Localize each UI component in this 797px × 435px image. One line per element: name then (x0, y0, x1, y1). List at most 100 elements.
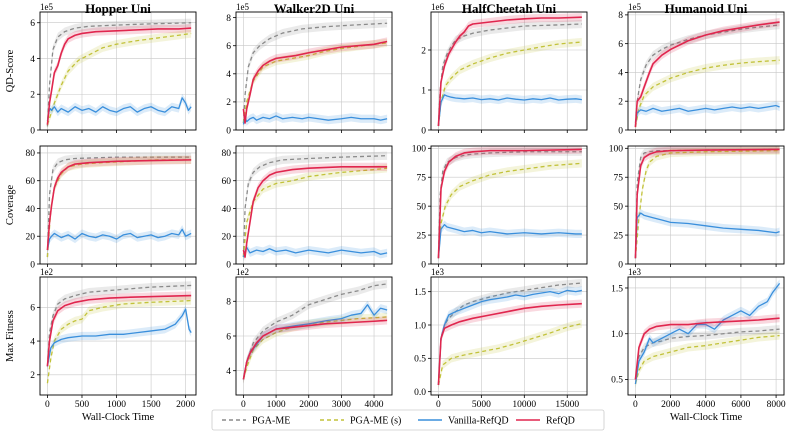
subplot-title: Humanoid Uni (665, 1, 748, 16)
y-tick-label: 40 (26, 205, 36, 215)
vanilla_refqd-band (47, 93, 192, 126)
refqd-band (438, 146, 582, 263)
refqd-band (243, 316, 388, 384)
axes-frame (430, 276, 588, 396)
x-tick-label: 2000 (299, 400, 318, 410)
vanilla_refqd-line (437, 94, 582, 127)
pga_me_s-line (46, 32, 192, 125)
refqd-line (437, 148, 582, 259)
y-tick-label: 0 (618, 126, 623, 136)
y-tick-label: 0 (226, 260, 231, 270)
y-tick-label: 75 (417, 174, 427, 184)
refqd-line (437, 16, 582, 127)
refqd-band (243, 37, 388, 128)
y-tick-label: 6 (226, 42, 231, 52)
series-group (46, 18, 192, 130)
legend-label: PGA-ME (252, 416, 290, 427)
pga_me-line (46, 156, 192, 258)
y-axis-label: Max Fitness (5, 310, 16, 362)
vanilla_refqd-line (242, 115, 388, 125)
pga_me-line (634, 24, 780, 123)
vanilla_refqd-line (242, 304, 388, 380)
y-axis-label: QD-Score (5, 49, 16, 92)
y-tick-label: 4 (226, 70, 231, 80)
y-tick-label: 80 (26, 149, 36, 159)
y-tick-label: 8 (226, 298, 231, 308)
axis-exponent: 1e6 (431, 2, 444, 12)
y-tick-label: 100 (609, 145, 624, 155)
axis-exponent: 1e3 (431, 267, 444, 277)
subplot-5: 0 20 40 60 80 Coverage (5, 145, 197, 270)
y-tick-label: 1.0 (611, 330, 623, 340)
axes-frame (235, 11, 393, 131)
vanilla_refqd-band (438, 90, 582, 130)
x-tick-label: 0 (241, 400, 246, 410)
vanilla_refqd-line (634, 104, 780, 126)
refqd-line (634, 317, 780, 380)
pga_me-band (47, 152, 192, 262)
pga_me_s-band (243, 164, 388, 262)
vanilla_refqd-line (437, 289, 582, 386)
axis-exponent: 1e5 (40, 2, 53, 12)
legend-label: PGA-ME (s) (350, 416, 401, 427)
y-tick-label: 0 (30, 260, 35, 270)
series-group (242, 279, 388, 384)
y-tick-label: 8 (618, 11, 623, 21)
y-tick-label: 0 (226, 126, 231, 136)
legend-box (211, 409, 605, 431)
y-tick-label: 0 (421, 260, 426, 270)
pga_me-band (243, 279, 388, 384)
pga_me_s-line (634, 334, 780, 385)
vanilla_refqd-band (47, 304, 192, 371)
y-tick-label: 0 (30, 126, 35, 136)
subplot-11: 0500010000150000.00.51.01.51e3Wall-Clock… (414, 267, 588, 423)
y-tick-label: 2 (30, 371, 35, 381)
x-axis-label: Wall-Clock Time (670, 412, 743, 423)
refqd-line (634, 148, 780, 259)
y-tick-label: 50 (614, 202, 624, 212)
pga_me_s-line (634, 149, 780, 259)
pga_me-line (242, 22, 388, 124)
y-tick-label: 0.0 (414, 388, 426, 398)
x-tick-label: 4000 (696, 400, 715, 410)
y-tick-label: 4 (618, 69, 623, 79)
series-group (634, 146, 780, 263)
series-group (46, 152, 192, 262)
series-group (46, 281, 192, 388)
y-tick-label: 1.5 (611, 284, 623, 294)
pga_me_s-band (635, 56, 780, 130)
subplot-9: 0 500 1000 1500 2000 2 4 6 1e2 Wall-Clock Time Max… (5, 267, 197, 423)
pga_me_s-band (438, 37, 582, 130)
y-tick-label: 0 (618, 260, 623, 270)
subplot-7: 0 25 50 75 100 (412, 145, 588, 270)
y-tick-label: 4 (30, 55, 35, 65)
legend-item-vanilla_refqd: Vanilla-RefQD (418, 416, 509, 427)
refqd-band (635, 314, 780, 384)
refqd-band (635, 17, 780, 130)
y-tick-label: 2 (226, 98, 231, 108)
pga_me-band (635, 20, 780, 127)
x-tick-label: 15000 (555, 400, 579, 410)
vanilla_refqd-line (634, 212, 780, 259)
pga_me-line (46, 284, 192, 367)
x-tick-label: 5000 (472, 400, 491, 410)
legend-label: RefQD (546, 416, 575, 427)
series-group (242, 19, 388, 129)
refqd-band (47, 291, 192, 371)
y-tick-label: 60 (26, 177, 36, 187)
refqd-line (634, 21, 780, 128)
pga_me_s-line (437, 41, 582, 127)
pga_me-line (437, 282, 582, 386)
axes-frame (39, 276, 197, 396)
series-group (437, 13, 582, 130)
subplot-1: 0 2 4 6 1e5 Hopper Uni QD-Score (5, 1, 197, 136)
axis-exponent: 1e2 (236, 267, 249, 277)
subplot-4: 0 2 4 6 8 1e5 Humanoid Uni (618, 1, 785, 136)
subplot-8: 0 25 50 75 100 (609, 145, 785, 270)
vanilla_refqd-band (635, 279, 780, 389)
pga_me_s-band (438, 159, 582, 263)
vanilla_refqd-line (634, 283, 781, 385)
y-tick-label: 20 (26, 233, 36, 243)
y-tick-label: 6 (30, 304, 35, 314)
refqd-line (46, 159, 192, 251)
